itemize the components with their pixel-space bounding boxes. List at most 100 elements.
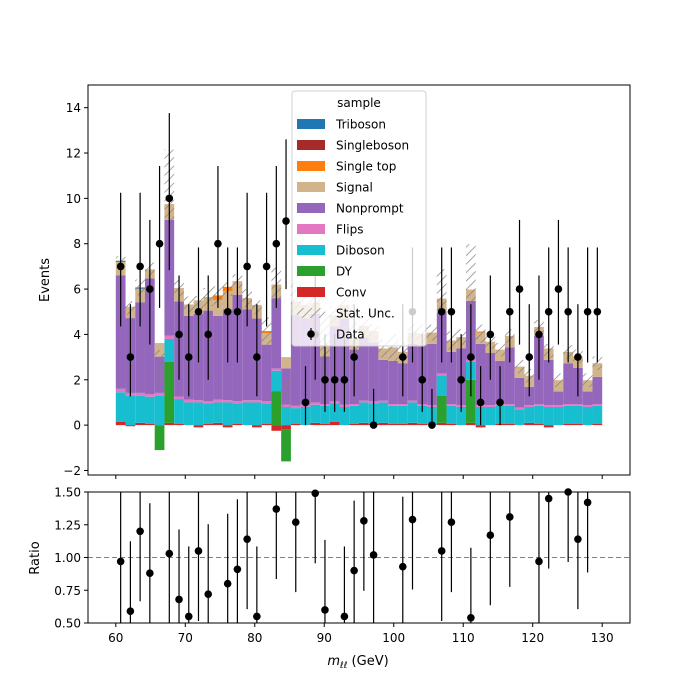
legend-swatch-data (307, 330, 315, 338)
bar-conv-5 (164, 422, 175, 426)
bar-nonprompt-48 (582, 391, 593, 406)
top-y-tick-label-8: 14 (66, 101, 81, 115)
bar-diboson-12 (232, 403, 243, 424)
bar-conv-21 (320, 423, 330, 426)
bar-diboson-45 (553, 406, 564, 426)
bar-flips-5 (164, 335, 175, 339)
bar-diboson-44 (543, 406, 554, 426)
bar-dy-4 (154, 425, 165, 451)
legend-label-dy: DY (336, 265, 353, 279)
bar-conv-27 (378, 422, 389, 426)
data-point-32 (467, 353, 475, 361)
bar-nonprompt-28 (388, 360, 398, 405)
legend-swatch-triboson (297, 119, 325, 129)
bar-conv-11 (222, 425, 233, 428)
data-point-30 (447, 307, 456, 316)
x-tick-label-3: 90 (317, 631, 332, 645)
legend-swatch-single-top (297, 161, 325, 171)
bar-flips-34 (446, 404, 457, 406)
legend-swatch-flips (297, 224, 325, 234)
bar-flips-30 (407, 400, 418, 403)
data-point-38 (525, 353, 534, 361)
ratio-point-14 (291, 518, 300, 526)
bar-signal-10 (213, 299, 223, 316)
data-point-16 (272, 239, 281, 248)
x-tick-label-5: 110 (452, 631, 475, 645)
bar-nonprompt-15 (261, 344, 272, 402)
bar-conv-9 (203, 423, 214, 426)
bar-flips-6 (174, 396, 184, 400)
data-point-0 (116, 262, 125, 271)
bar-diboson-42 (524, 406, 535, 423)
bar-conv-20 (310, 422, 321, 426)
ratio-point-23 (437, 547, 446, 555)
bar-diboson-10 (213, 402, 223, 423)
bar-flips-2 (135, 392, 145, 396)
bar-flips-7 (183, 399, 194, 403)
bar-diboson-46 (563, 405, 574, 424)
ratio-point-29 (544, 494, 553, 503)
stat-unc-band-27 (378, 339, 389, 358)
stat-unc-band-17 (281, 379, 291, 407)
bottom-y-tick-label-2: 1.00 (54, 551, 81, 565)
bar-nonprompt-27 (378, 359, 389, 401)
data-point-36 (505, 307, 514, 316)
ratio-point-9 (223, 579, 232, 588)
x-tick-label-7: 130 (591, 631, 614, 645)
bar-nonprompt-46 (563, 363, 574, 405)
bar-nonprompt-45 (553, 391, 564, 406)
stat-unc-band-37 (475, 324, 486, 343)
data-point-24 (369, 421, 378, 429)
ratio-point-16 (321, 606, 329, 614)
bar-flips-25 (359, 400, 369, 403)
data-point-17 (282, 217, 290, 225)
bar-diboson-40 (504, 405, 515, 424)
bar-conv-28 (388, 423, 398, 426)
data-point-4 (155, 239, 164, 248)
bar-conv-15 (261, 423, 272, 426)
bar-conv-34 (446, 423, 457, 426)
bar-flips-24 (349, 404, 359, 406)
bar-conv-31 (417, 423, 428, 426)
bar-diboson-11 (222, 402, 233, 426)
ratio-point-30 (574, 535, 582, 543)
bar-diboson-20 (310, 404, 321, 423)
data-point-20 (321, 375, 329, 384)
ratio-point-31 (583, 498, 592, 507)
bar-flips-47 (573, 404, 583, 406)
bar-diboson-30 (407, 402, 418, 423)
bar-conv-14 (251, 425, 262, 428)
x-tick-label-4: 100 (382, 631, 405, 645)
bar-flips-8 (193, 400, 204, 403)
bar-nonprompt-19 (300, 318, 311, 405)
bar-flips-16 (271, 368, 282, 371)
bar-conv-33 (436, 422, 447, 426)
bar-conv-8 (193, 425, 204, 428)
top-y-tick-label-0: −2 (63, 464, 81, 478)
legend-label-singleboson: Singleboson (336, 139, 409, 153)
bar-diboson-4 (154, 395, 165, 426)
bar-diboson-13 (242, 402, 252, 426)
x-axis-label-subscript: ℓℓ (339, 661, 347, 671)
axes: 60 70 80 90 100 110 120 130 −2 0 2 4 6 8 10 12 14 0.50 0.7… (54, 101, 613, 645)
bottom-y-tick-label-0: 0.50 (54, 617, 81, 631)
ratio-point-8 (204, 590, 213, 598)
bar-nonprompt-13 (242, 309, 252, 401)
stat-unc-band-36 (466, 244, 476, 335)
bar-signal-17 (281, 357, 291, 369)
data-point-18 (301, 398, 310, 407)
legend-label-nonprompt: Nonprompt (336, 202, 404, 216)
bar-nonprompt-18 (290, 315, 301, 406)
bar-dy-33 (436, 395, 447, 423)
data-point-23 (350, 353, 358, 361)
bar-nonprompt-30 (407, 343, 418, 401)
ratio-point-22 (408, 515, 417, 524)
data-point-11 (223, 307, 232, 316)
stat-unc-band-15 (261, 317, 272, 345)
bar-conv-46 (563, 423, 574, 426)
bar-diboson-35 (456, 406, 467, 426)
bar-diboson-47 (573, 405, 583, 424)
ratio-point-21 (398, 562, 407, 571)
top-y-tick-label-6: 10 (66, 192, 81, 206)
bar-conv-2 (135, 422, 145, 426)
